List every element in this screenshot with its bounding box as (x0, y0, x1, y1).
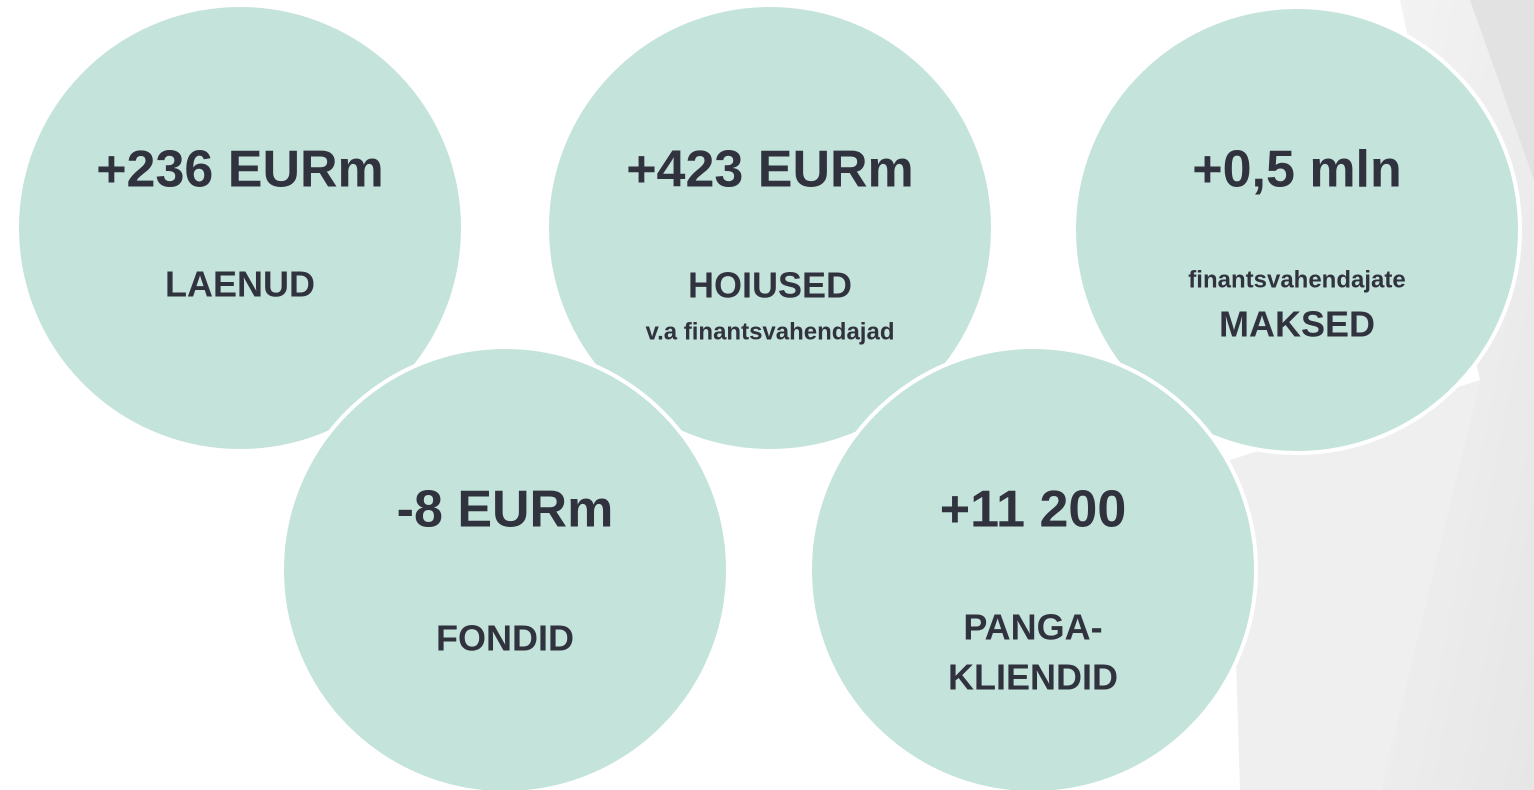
metric-circle: +0,5 mln finantsvahendajate MAKSED (1072, 5, 1522, 455)
metric-value: +0,5 mln (1192, 141, 1402, 199)
metric-label: v.a finantsvahendajad (646, 318, 895, 345)
metric-label: KLIENDID (948, 657, 1118, 698)
circle (280, 345, 730, 790)
metric-circle: +423 EURm HOIUSED v.a finantsvahendajad (545, 3, 995, 453)
metric-label: HOIUSED (688, 265, 852, 306)
metric-label: LAENUD (165, 264, 315, 305)
metric-value: +236 EURm (96, 141, 384, 199)
circles: +236 EURm LAENUD +423 EURm HOIUSED v.a finan… (15, 3, 1522, 790)
metric-label: MAKSED (1219, 304, 1375, 345)
metric-circle: -8 EURm FONDID (280, 345, 730, 790)
background-shape (1230, 380, 1480, 790)
metric-circle: +11 200 PANGA- KLIENDID (808, 345, 1258, 790)
circle (545, 3, 995, 453)
metric-value: +423 EURm (626, 141, 914, 199)
metric-label: FONDID (436, 618, 574, 659)
circle (15, 3, 465, 453)
metric-circle: +236 EURm LAENUD (15, 3, 465, 453)
metric-label: finantsvahendajate (1188, 266, 1405, 293)
circle (1072, 5, 1522, 455)
metric-label: PANGA- (963, 607, 1102, 648)
metric-value: +11 200 (940, 481, 1127, 539)
metric-value: -8 EURm (397, 481, 614, 539)
circle (808, 345, 1258, 790)
background-shape (1470, 0, 1534, 180)
